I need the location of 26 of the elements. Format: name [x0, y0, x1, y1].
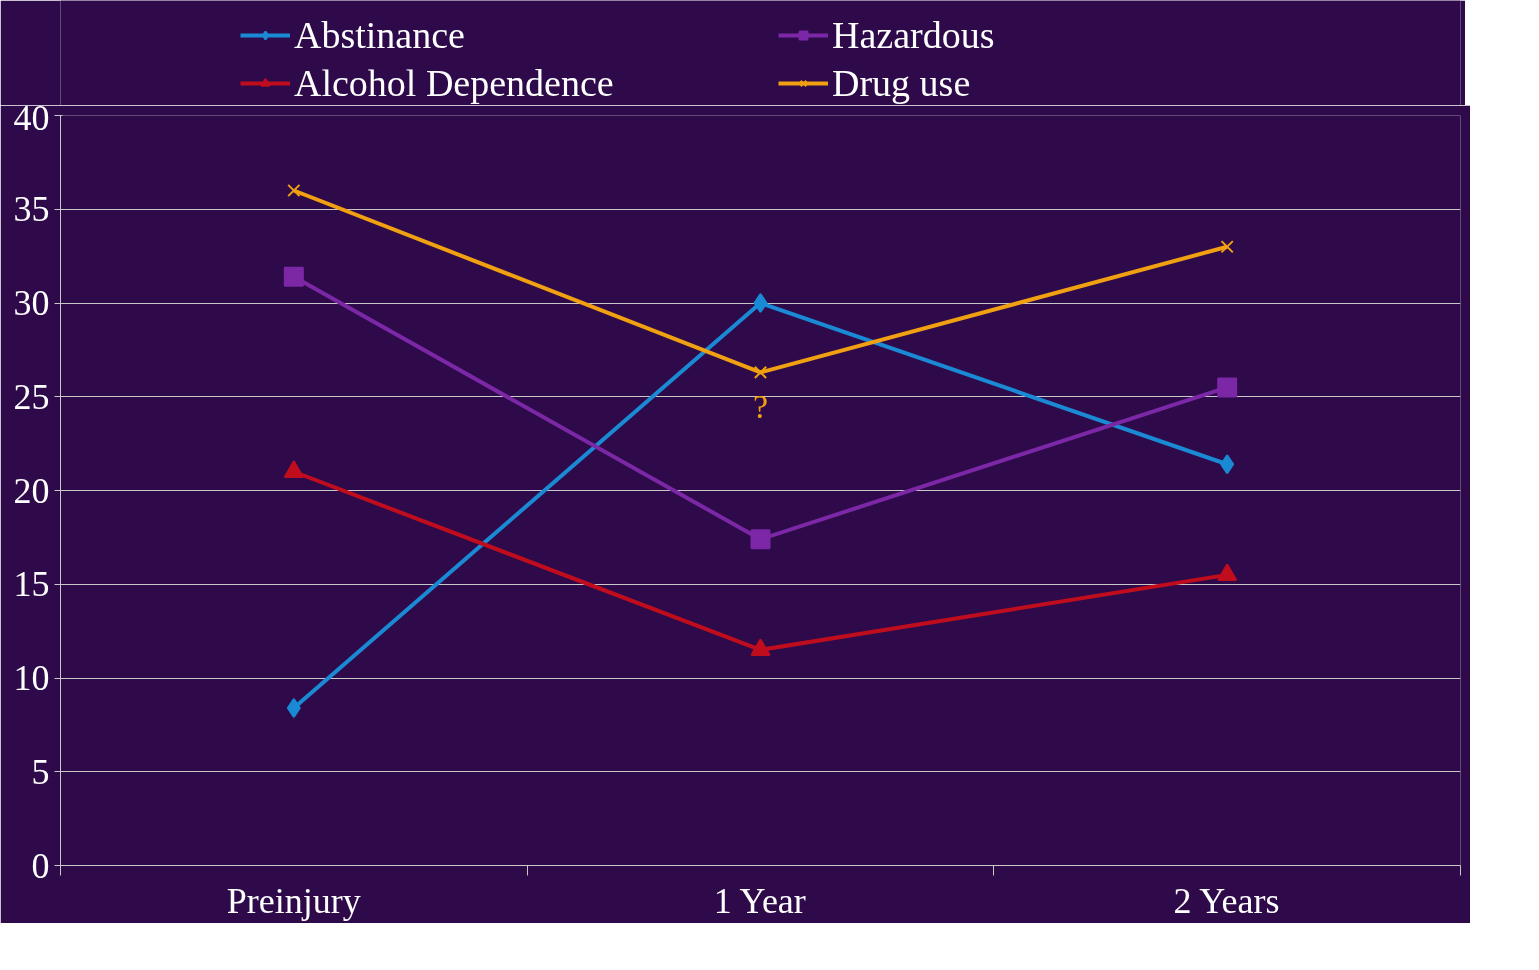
- annotation: ?: [752, 388, 769, 426]
- y-tick-label: 0: [31, 845, 50, 886]
- point: [753, 293, 768, 313]
- point: [1220, 240, 1234, 254]
- point: [750, 529, 771, 550]
- point: [283, 266, 304, 287]
- y-tick-label: 5: [31, 751, 50, 792]
- y-tick-label: 35: [13, 189, 50, 230]
- legend-label: Drug use: [832, 61, 972, 105]
- x-tick-label: 2 Years: [1173, 880, 1280, 921]
- point: [753, 365, 768, 380]
- y-tick-label: 20: [13, 470, 50, 511]
- y-tick-label: 30: [13, 283, 50, 323]
- y-tick-label: 10: [13, 658, 50, 698]
- legend-label: Abstinance: [294, 13, 466, 57]
- point: [1217, 377, 1238, 398]
- y-tick-label: 40: [13, 97, 50, 138]
- point: [1220, 454, 1235, 475]
- y-tick-label: 25: [13, 376, 50, 417]
- point: [286, 698, 301, 718]
- y-tick-label: 15: [13, 564, 50, 605]
- x-tick-label: Preinjury: [226, 880, 361, 921]
- x-tick-label: 1 Year: [713, 880, 806, 921]
- legend-label: Hazardous: [832, 13, 996, 57]
- legend-label: Alcohol Dependence: [294, 61, 615, 105]
- point: [287, 183, 301, 198]
